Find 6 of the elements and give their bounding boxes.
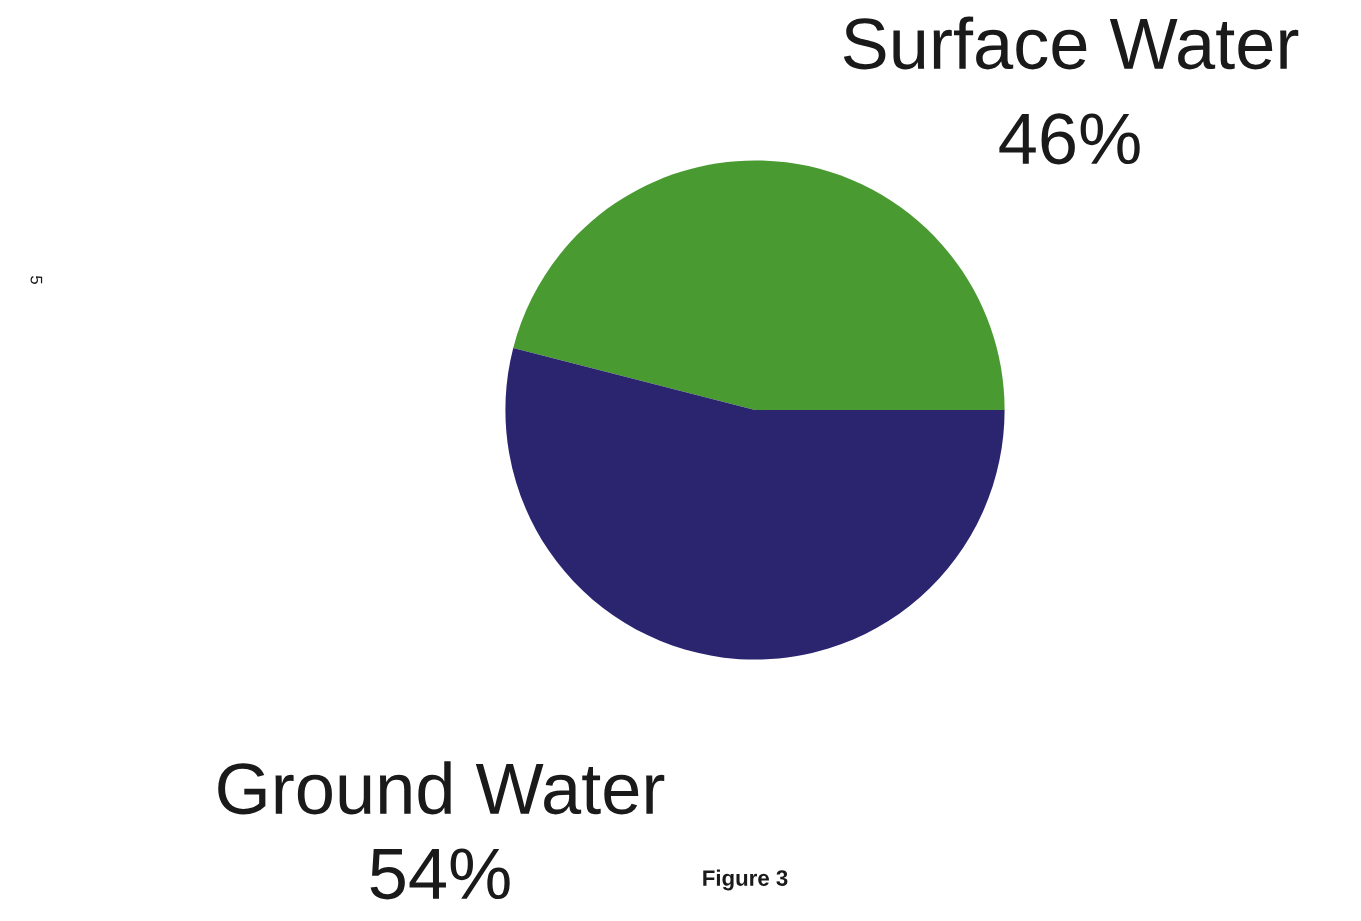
slice-label: Surface Water [843, 16, 1299, 70]
data-label: 54% [370, 848, 510, 900]
slice-label: Ground Water [218, 761, 665, 815]
data-label: 46% [999, 113, 1140, 165]
caption: Figure 3 [703, 869, 788, 891]
text: 5 [30, 276, 43, 284]
